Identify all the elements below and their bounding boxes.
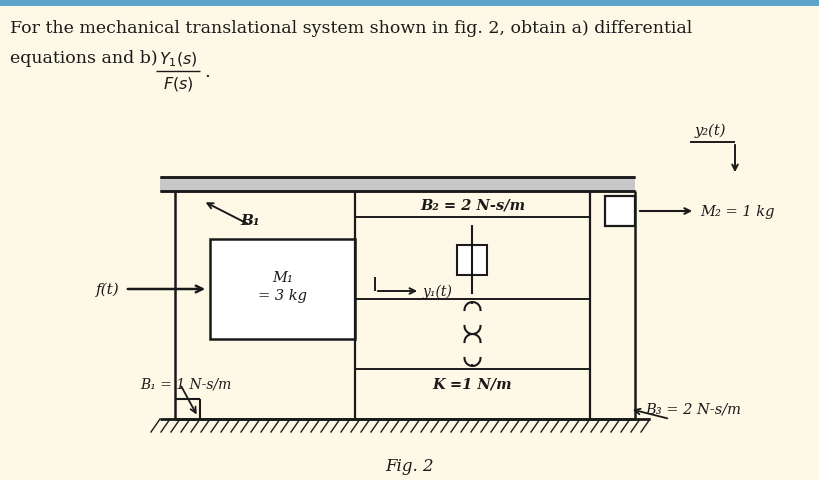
Bar xyxy=(604,197,634,227)
Text: B₂ = 2 N-s/m: B₂ = 2 N-s/m xyxy=(419,199,524,213)
Text: f(t): f(t) xyxy=(96,282,120,297)
Text: .: . xyxy=(204,63,210,81)
Text: $Y_1(s)$: $Y_1(s)$ xyxy=(158,50,197,69)
Text: M₂ = 1 kg: M₂ = 1 kg xyxy=(699,204,774,218)
Text: Fig. 2: Fig. 2 xyxy=(385,457,434,474)
Text: K =1 N/m: K =1 N/m xyxy=(432,377,512,391)
Text: B₁: B₁ xyxy=(240,214,259,228)
Text: $F(s)$: $F(s)$ xyxy=(162,75,193,93)
Bar xyxy=(0,0,819,7)
Text: M₁
= 3 kg: M₁ = 3 kg xyxy=(258,270,306,302)
Text: For the mechanical translational system shown in fig. 2, obtain a) differential: For the mechanical translational system … xyxy=(10,20,691,37)
Bar xyxy=(210,240,355,339)
Text: y₁(t): y₁(t) xyxy=(423,284,452,299)
Text: B₃ = 2 N-s/m: B₃ = 2 N-s/m xyxy=(645,402,740,416)
Text: B₁ = 1 N-s/m: B₁ = 1 N-s/m xyxy=(140,377,231,391)
Bar xyxy=(457,245,487,275)
Text: equations and b): equations and b) xyxy=(10,50,163,67)
Bar xyxy=(160,178,634,192)
Text: y₂(t): y₂(t) xyxy=(695,123,726,138)
